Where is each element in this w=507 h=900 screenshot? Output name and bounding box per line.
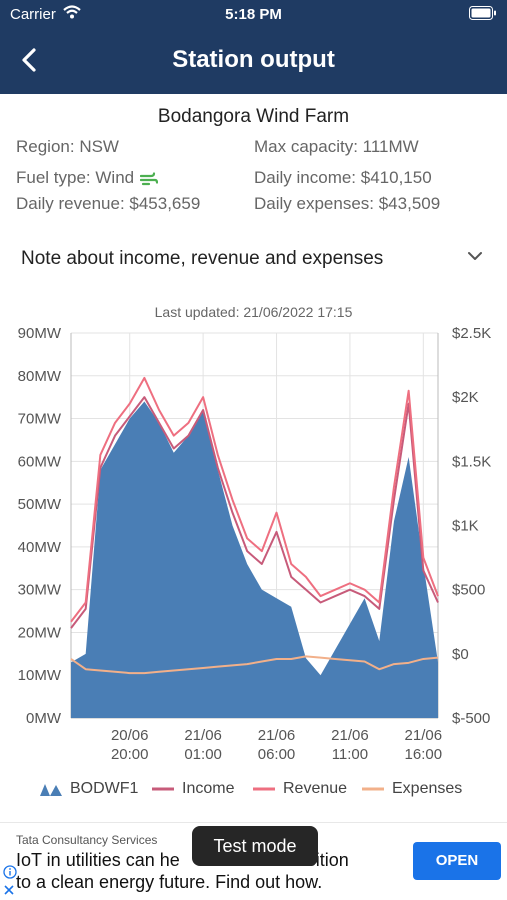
y-right-tick-label: $500	[452, 582, 485, 599]
line-swatch-icon	[152, 787, 174, 791]
chevron-left-icon	[22, 48, 36, 72]
note-label: Note about income, revenue and expenses	[21, 248, 384, 269]
series-line-revenue	[70, 376, 439, 623]
legend-item-expenses[interactable]: Expenses	[362, 780, 462, 798]
status-bar: Carrier 5:18 PM	[0, 0, 507, 30]
series-line-expenses	[70, 655, 439, 675]
legend-label: Revenue	[283, 780, 348, 797]
x-tick-label-time: 01:00	[184, 746, 222, 763]
nav-header: Carrier 5:18 PM Station output	[0, 0, 507, 94]
status-time: 5:18 PM	[225, 6, 282, 23]
station-fuel-type-label: Fuel type: Wind	[16, 168, 135, 187]
x-tick-label-date: 21/06	[405, 727, 443, 744]
chart-legend: BODWF1 Income Revenue Expenses	[0, 780, 507, 802]
x-tick-label-date: 20/06	[111, 727, 149, 744]
y-right-tick-label: $-500	[452, 710, 490, 727]
legend-item-revenue[interactable]: Revenue	[253, 780, 347, 798]
station-daily-income: Daily income: $410,150	[254, 168, 432, 187]
note-expander[interactable]: Note about income, revenue and expenses	[0, 238, 507, 282]
station-output-chart: 0MW 10MW 20MW 30MW 40MW 50MW 60MW 70MW 80MW 90MW $…	[18, 325, 492, 763]
station-daily-revenue: Daily revenue: $453,659	[16, 194, 201, 213]
station-name: Bodangora Wind Farm	[157, 106, 350, 127]
station-region: Region: NSW	[16, 137, 119, 156]
ad-close-icon[interactable]	[3, 884, 15, 896]
y-left-tick-label: 0MW	[26, 710, 62, 727]
y-left-tick-label: 70MW	[18, 411, 62, 428]
y-left-tick-label: 30MW	[18, 582, 62, 599]
station-fuel-type: Fuel type: Wind	[16, 168, 159, 188]
legend-item-bodwf1[interactable]: BODWF1	[40, 780, 138, 798]
x-tick-label-time: 06:00	[258, 746, 296, 763]
y-left-tick-label: 20MW	[18, 624, 62, 641]
x-tick-label-date: 21/06	[184, 727, 222, 744]
station-daily-expenses: Daily expenses: $43,509	[254, 194, 441, 213]
chevron-down-icon	[468, 252, 482, 260]
y-right-tick-label: $1K	[452, 518, 479, 535]
station-max-capacity: Max capacity: 111MW	[254, 137, 419, 156]
ad-line-2: to a clean energy future. Find out how.	[16, 872, 323, 892]
line-swatch-icon	[253, 787, 275, 791]
page-title: Station output	[172, 46, 335, 73]
x-tick-label-time: 16:00	[405, 746, 443, 763]
y-right-tick-label: $1.5K	[452, 453, 491, 470]
y-right-tick-label: $2.5K	[452, 325, 491, 342]
series-area-bodwf1	[71, 401, 438, 718]
test-mode-toast: Test mode	[192, 826, 318, 866]
ad-advertiser: Tata Consultancy Services	[16, 833, 158, 847]
y-left-tick-label: 60MW	[18, 453, 62, 470]
y-left-tick-label: 50MW	[18, 496, 62, 513]
y-left-tick-label: 90MW	[18, 325, 62, 342]
wind-icon	[140, 171, 159, 185]
x-tick-label-date: 21/06	[331, 727, 369, 744]
carrier-label: Carrier	[10, 6, 56, 23]
series-line-income	[70, 396, 439, 629]
battery-icon	[469, 6, 496, 20]
line-swatch-icon	[362, 787, 384, 791]
x-tick-label-time: 20:00	[111, 746, 149, 763]
legend-label: BODWF1	[70, 780, 139, 797]
x-tick-label-date: 21/06	[258, 727, 296, 744]
y-left-tick-label: 80MW	[18, 368, 62, 385]
wifi-icon	[63, 5, 81, 19]
legend-item-income[interactable]: Income	[152, 780, 234, 798]
y-right-tick-label: $0	[452, 646, 469, 663]
legend-label: Income	[182, 780, 235, 797]
y-left-tick-label: 10MW	[18, 667, 62, 684]
x-tick-label-time: 11:00	[332, 746, 368, 763]
back-button[interactable]	[14, 44, 44, 76]
ad-info-icon[interactable]	[3, 865, 17, 879]
ad-line-1: IoT in utilities can he	[16, 850, 180, 870]
ad-open-button[interactable]: OPEN	[413, 842, 501, 880]
area-swatch-icon	[40, 783, 62, 796]
y-left-tick-label: 40MW	[18, 539, 62, 556]
y-right-tick-label: $2K	[452, 389, 479, 406]
last-updated: Last updated: 21/06/2022 17:15	[154, 304, 353, 320]
legend-label: Expenses	[392, 780, 463, 797]
